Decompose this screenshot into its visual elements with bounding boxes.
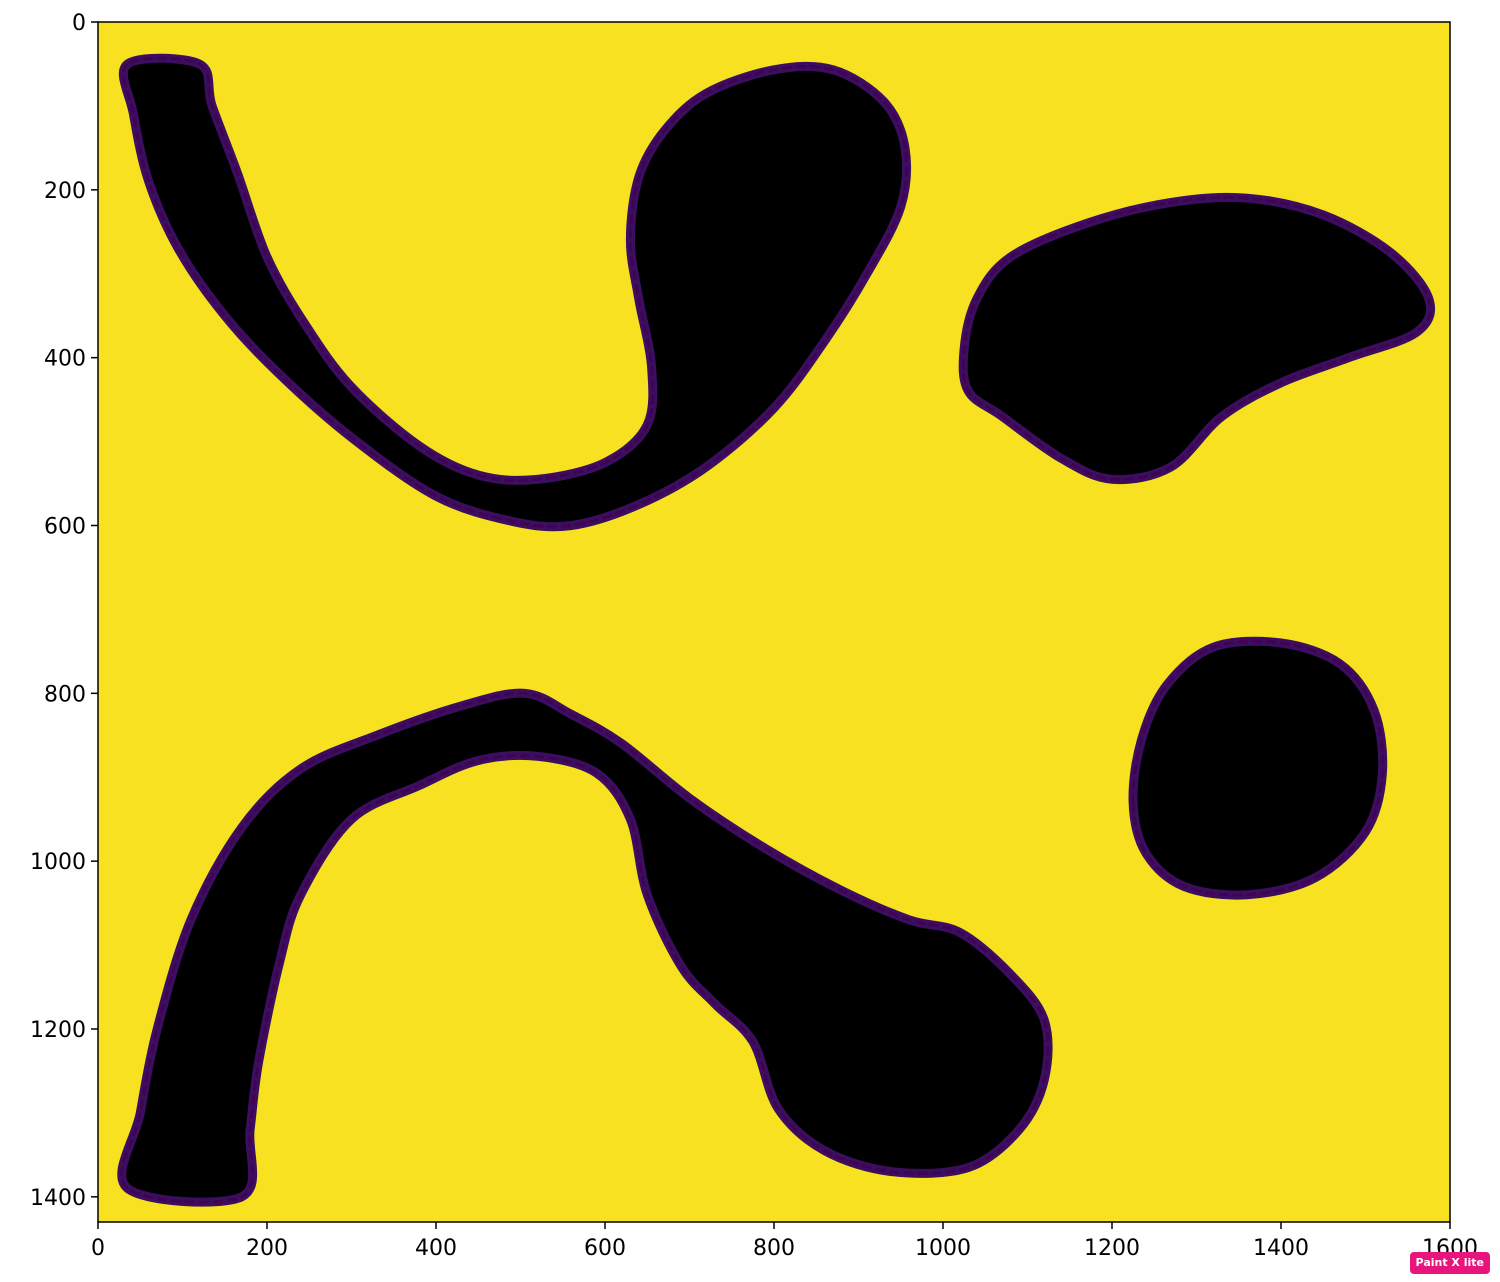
x-tick-label: 600: [584, 1236, 626, 1261]
y-tick-label: 1200: [30, 1018, 86, 1043]
regions-layer: [117, 53, 1436, 1207]
y-axis: 0 200 400 600 800 1000 1200 1400: [30, 11, 98, 1211]
x-tick-label: 200: [246, 1236, 288, 1261]
region-edge-top-left-curved-band: [121, 56, 909, 529]
y-tick-label: 1000: [30, 850, 86, 875]
region-edge-bottom-curved-band: [120, 691, 1050, 1204]
x-tick-label: 400: [415, 1236, 457, 1261]
y-tick-label: 800: [44, 682, 86, 707]
x-tick-label: 800: [753, 1236, 795, 1261]
x-tick-label: 0: [91, 1236, 105, 1261]
y-tick-label: 400: [44, 347, 86, 372]
paint-x-lite-badge: Paint X lite: [1409, 1252, 1490, 1274]
region-edge-top-right-blob: [961, 195, 1433, 482]
region-edge-bottom-right-circle: [1131, 639, 1385, 897]
y-tick-label: 600: [44, 514, 86, 539]
y-tick-label: 0: [72, 11, 86, 36]
x-tick-label: 1000: [915, 1236, 971, 1261]
x-tick-label: 1200: [1084, 1236, 1140, 1261]
x-axis: 0 200 400 600 800 1000 1200 1400 1600: [91, 1222, 1478, 1261]
y-tick-label: 1400: [30, 1186, 86, 1211]
y-tick-label: 200: [44, 179, 86, 204]
x-tick-label: 1400: [1253, 1236, 1309, 1261]
